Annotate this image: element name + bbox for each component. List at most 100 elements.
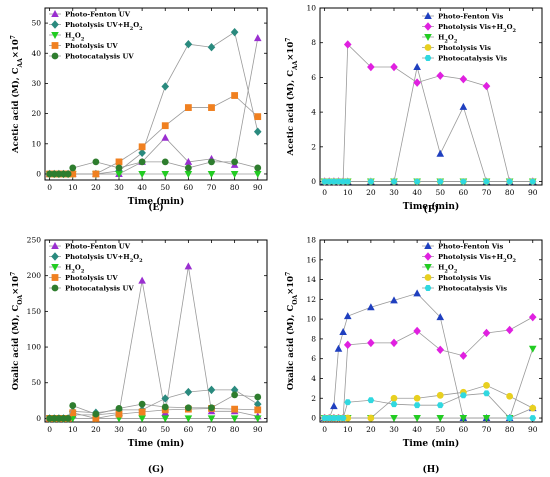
legend-marker: [424, 264, 432, 271]
chart-panel-e: 0 10 20 30 40 50 60 70 80 90 0 10 20 30 40 50 Time (min)…: [10, 7, 268, 213]
data-point: [253, 399, 262, 409]
series-line: [49, 389, 258, 419]
legend-label: Photocatalysis UV: [65, 285, 134, 293]
data-point: [482, 328, 491, 338]
data-point: [184, 262, 193, 270]
data-point: [231, 158, 239, 166]
series-2: [45, 170, 262, 178]
data-point: [161, 403, 169, 411]
data-point: [208, 158, 215, 166]
series-4: [321, 390, 537, 421]
legend-marker: [424, 44, 432, 51]
legend-marker: [51, 20, 59, 29]
series-1: [45, 385, 262, 423]
data-point: [161, 170, 170, 178]
data-point: [231, 92, 239, 99]
legend-marker: [51, 10, 59, 17]
legend-marker: [424, 242, 432, 249]
data-point: [161, 415, 170, 423]
x-tick-label: 50: [160, 425, 170, 434]
data-point: [115, 405, 123, 412]
legend-marker: [424, 34, 432, 41]
x-tick-label: 10: [68, 183, 78, 192]
chart-panel-h: 0 10 20 30 40 50 60 70 80 90 0 2 4 6 8 10 12 14 16 18 Time (…: [285, 236, 543, 475]
legend-marker: [51, 274, 59, 281]
y-tick-label: 50: [31, 19, 41, 28]
x-axis-label: Time (min): [403, 201, 460, 212]
data-point: [161, 122, 169, 130]
data-point: [390, 401, 398, 408]
series-line: [324, 292, 533, 419]
series-line: [49, 161, 258, 175]
y-tick-label: 0: [36, 169, 41, 178]
data-point: [413, 78, 421, 87]
x-axis-label: Time (min): [128, 438, 185, 449]
legend-marker: [51, 264, 59, 271]
y-tick-label: 30: [31, 79, 41, 88]
x-axis-label: Time (min): [128, 196, 185, 207]
legend-label: Photolysis UV: [65, 274, 118, 282]
y-tick-label: 150: [27, 307, 42, 316]
data-point: [115, 158, 123, 166]
data-point: [184, 387, 193, 397]
x-tick-label: 50: [435, 425, 445, 434]
data-point: [230, 27, 239, 37]
legend-marker: [51, 42, 59, 49]
data-point: [483, 178, 490, 185]
legend-marker: [51, 252, 59, 261]
data-point: [367, 414, 375, 422]
x-tick-label: 0: [322, 425, 327, 434]
legend-label: Photo-Fenton UV: [65, 11, 131, 19]
data-point: [138, 170, 146, 178]
x-tick-label: 70: [207, 425, 217, 434]
legend-label: Photolysis UV+H2O2: [65, 253, 143, 264]
data-point: [529, 404, 537, 412]
data-point: [115, 170, 123, 178]
data-point: [208, 104, 215, 111]
x-tick-label: 60: [184, 183, 194, 192]
data-point: [459, 415, 468, 423]
data-point: [506, 415, 514, 421]
data-point: [184, 104, 192, 111]
data-point: [505, 325, 514, 335]
data-point: [138, 415, 146, 423]
data-point: [325, 178, 333, 185]
data-point: [436, 391, 444, 399]
legend-label: Photolysis UV+H2O2: [65, 21, 143, 32]
legend-label: Photo-Fenton UV: [65, 243, 131, 251]
series-line: [324, 66, 533, 182]
x-tick-label: 70: [482, 425, 492, 434]
data-point: [367, 397, 375, 404]
data-point: [138, 148, 146, 158]
x-axis-label: Time (min): [403, 438, 460, 449]
data-point: [64, 170, 72, 178]
legend-label: Photolysis Vis: [438, 274, 491, 282]
series-2: [320, 345, 537, 423]
series-1: [320, 312, 537, 423]
data-point: [390, 394, 398, 402]
y-tick-label: 40: [31, 49, 41, 58]
data-point: [343, 340, 352, 350]
data-point: [184, 157, 193, 165]
chart-panel-f: 0 10 20 30 40 50 60 70 80 90 0 2 4 6 8 10 Time (min) Acet…: [285, 4, 543, 215]
data-point: [92, 158, 100, 166]
data-point: [254, 393, 262, 401]
legend-label: Photo-Fenton Vis: [438, 243, 504, 251]
data-point: [69, 402, 77, 409]
y-tick-label: 0: [311, 177, 316, 186]
data-point: [413, 326, 421, 336]
legend-label: Photolysis Vis: [438, 44, 491, 52]
y-tick-label: 8: [311, 38, 316, 47]
legend-label: H2O2: [438, 34, 458, 45]
data-point: [138, 408, 146, 416]
data-point: [92, 410, 100, 418]
data-point: [231, 391, 239, 399]
x-tick-label: 70: [207, 183, 217, 192]
y-tick-label: 100: [27, 343, 42, 352]
data-point: [69, 170, 77, 178]
series-4: [46, 158, 262, 178]
data-point: [459, 351, 468, 360]
data-point: [254, 406, 262, 414]
y-tick-label: 250: [27, 236, 42, 245]
data-point: [184, 40, 193, 49]
